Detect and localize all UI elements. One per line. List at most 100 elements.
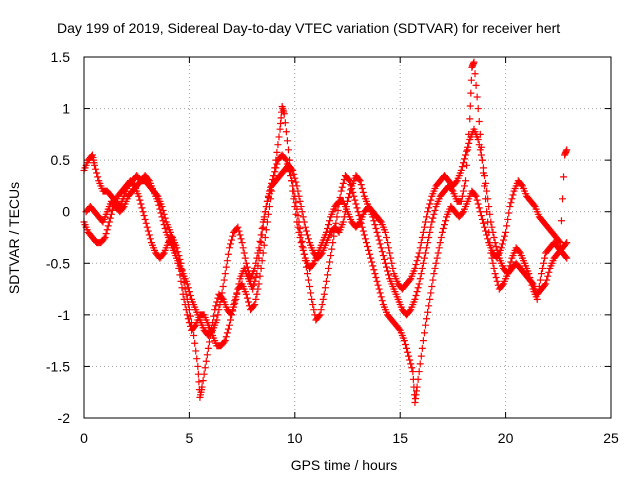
data-point-track-b [309,301,317,309]
data-point-track-c [305,235,313,243]
data-point-track-c [220,276,228,284]
data-point-track-a [223,329,231,337]
data-point-track-b [425,302,433,310]
data-point-track-c [339,218,347,226]
y-tick-label: 1.5 [51,49,71,65]
data-point-track-a [493,277,501,285]
data-point-track-b [327,252,335,260]
data-point-track-c [464,143,472,151]
data-point-track-a [91,161,99,169]
data-point-track-c [387,254,395,262]
data-point-track-a [471,70,479,78]
data-point-track-c [235,227,243,235]
data-point-track-a [466,102,474,110]
data-point-track-b [108,206,116,214]
data-point-track-b [432,259,440,267]
data-point-track-a [429,214,437,222]
y-tick-label: 1 [62,101,70,117]
data-point-track-c [384,239,392,247]
data-point-track-b [557,217,565,225]
data-point-track-a [374,232,382,240]
data-point-track-a [221,337,229,345]
data-point-track-b [479,219,487,227]
data-point-track-a [491,270,499,278]
data-point-track-b [281,155,289,163]
data-point-track-c [475,141,483,149]
data-point-track-b [302,263,310,271]
data-point-track-c [484,195,492,203]
data-point-track-a [411,295,419,303]
data-point-track-c [185,288,193,296]
y-tick-label: -1 [58,307,71,323]
data-point-track-b [231,299,239,307]
data-point-track-b [431,264,439,272]
data-point-track-a [282,128,290,136]
data-point-track-c [356,177,364,185]
y-tick-label: 0 [62,204,70,220]
data-point-track-b [407,360,415,368]
data-point-track-b [395,325,403,333]
data-point-track-a [416,275,424,283]
data-point-track-c [386,249,394,257]
data-point-track-a [412,292,420,300]
data-point-track-b [423,315,431,323]
data-point-track-b [501,232,509,240]
data-point-track-a [323,224,331,232]
data-point-track-c [264,194,272,202]
data-point-track-b [435,244,443,252]
data-point-track-b [408,364,416,372]
data-point-track-b [301,257,309,265]
data-point-track-b [345,175,353,183]
data-point-track-b [367,254,375,262]
data-point-track-a [428,218,436,226]
grid-layer [84,57,611,418]
data-point-track-c [463,147,471,155]
data-point-track-a [472,81,480,89]
data-point-track-c [481,172,489,180]
data-point-track-b [202,357,210,365]
data-point-track-b [229,307,237,315]
data-point-track-b [378,297,386,305]
data-point-track-a [273,148,281,156]
data-point-track-b [504,215,512,223]
data-point-track-c [261,208,269,216]
data-point-track-c [427,196,435,204]
data-point-track-b [502,228,510,236]
data-point-track-b [321,284,329,292]
data-point-track-c [476,146,484,154]
data-point-track-a [462,177,470,185]
data-point-track-a [415,280,423,288]
data-point-track-c [225,244,233,252]
x-axis-title: GPS time / hours [291,457,398,473]
data-point-track-b [141,215,149,223]
data-point-track-a [467,76,475,84]
data-point-track-c [483,187,491,195]
data-point-track-c [218,289,226,297]
data-point-track-a [372,224,380,232]
data-point-track-c [254,249,262,257]
data-point-track-b [350,192,358,200]
data-point-track-c [157,209,165,217]
data-point-track-b [191,339,199,347]
data-point-track-b [355,212,363,220]
data-point-track-b [419,337,427,345]
data-point-track-b [483,231,491,239]
data-point-track-c [301,223,309,231]
data-point-track-c [412,261,420,269]
data-point-track-a [375,236,383,244]
data-point-track-b [353,204,361,212]
data-point-track-b [440,221,448,229]
data-point-track-b [201,364,209,372]
data-point-track-b [517,181,525,189]
data-point-track-b [135,192,143,200]
data-point-track-c [159,217,167,225]
data-point-track-c [452,178,460,186]
data-point-track-c [544,272,552,280]
data-point-track-c [252,259,260,267]
data-point-track-b [403,344,411,352]
data-point-track-a [283,137,291,145]
data-point-track-b [136,196,144,204]
data-point-track-c [227,240,235,248]
